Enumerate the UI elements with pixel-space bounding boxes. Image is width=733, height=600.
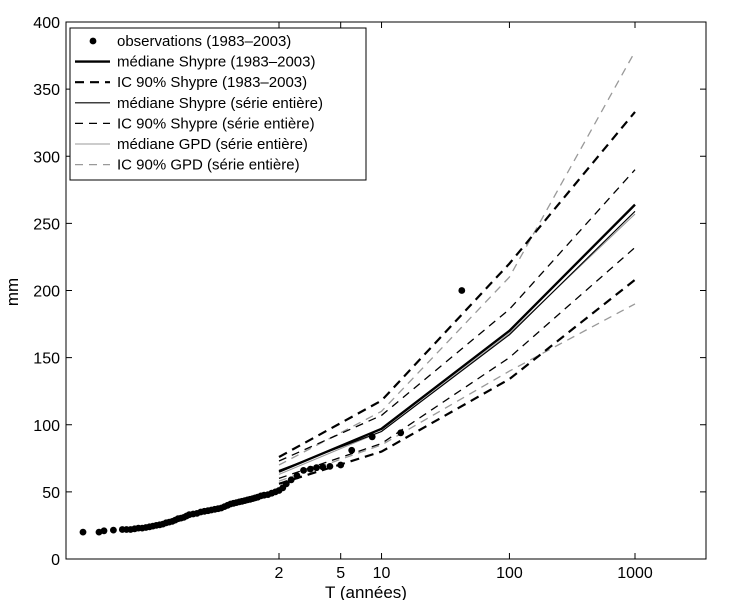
x-tick-label: 5 [336,565,345,582]
series-line [278,169,636,462]
legend-swatch-dot [89,37,97,45]
y-tick-label: 300 [33,149,60,166]
legend-label: IC 90% Shypre (série entière) [117,115,315,132]
legend-label: IC 90% GPD (série entière) [117,157,300,174]
legend: observations (1983–2003) médiane Shypre (… [69,27,367,181]
legend-label: IC 90% Shypre (1983–2003) [117,74,307,91]
series-line [278,111,636,458]
observation-point [313,464,320,472]
observation-point [337,461,345,469]
series-line [278,213,636,475]
observation-point [287,476,295,484]
axes: 0 50 100 150 200 250 300 350 400 2 5 10 100 1000 [33,15,707,582]
x-tick-label: 1000 [617,565,653,582]
legend-label: médiane Shypre (1983–2003) [117,54,315,71]
y-tick-label: 200 [33,284,60,301]
legend-box [69,27,367,181]
y-tick-label: 400 [33,15,60,32]
series-line [278,203,636,473]
x-tick-label: 100 [496,565,523,582]
series-line [278,210,636,471]
legend-label: observations (1983–2003) [117,33,291,50]
observation-point [300,467,307,474]
observation-point [397,429,405,437]
y-tick-label: 0 [51,552,60,569]
series-line [278,303,636,482]
y-tick-label: 350 [33,82,60,99]
legend-label: médiane GPD (série entière) [117,136,308,153]
x-tick-label: 2 [275,565,284,582]
legend-label: médiane Shypre (série entière) [117,95,323,112]
observation-point [282,480,290,488]
observation-point [319,463,327,471]
observation-point [368,433,376,441]
observation-point [293,472,301,480]
observation-point [307,465,314,473]
observation-point [79,528,87,536]
observation-point [110,526,117,534]
series-line [278,278,636,485]
series-line [278,247,636,480]
y-tick-label: 150 [33,351,60,368]
y-axis-label: mm [3,278,22,306]
observation-point [326,463,334,470]
y-tick-label: 100 [33,418,60,435]
observation-point [458,287,466,294]
observation-point [100,527,108,535]
y-tick-label: 50 [42,485,60,502]
x-axis-label: T (années) [325,583,407,600]
observation-point [348,446,356,454]
y-tick-label: 250 [33,216,60,233]
x-tick-label: 10 [373,565,391,582]
plot-area [79,51,636,536]
